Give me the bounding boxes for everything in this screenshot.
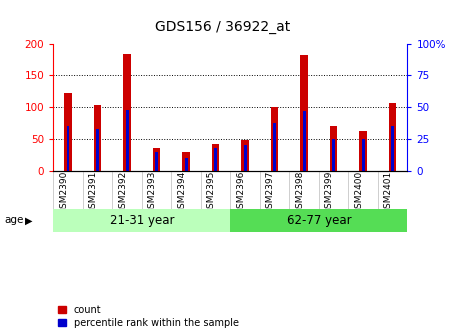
Bar	[64, 93, 72, 171]
Bar	[153, 148, 160, 171]
Text: GSM2392: GSM2392	[118, 171, 127, 214]
Bar	[362, 139, 365, 171]
Bar	[391, 126, 394, 171]
Bar	[359, 131, 367, 171]
Bar	[67, 126, 69, 171]
Bar	[231, 209, 407, 232]
Bar	[271, 107, 278, 171]
Text: GSM2395: GSM2395	[206, 171, 216, 214]
Text: GSM2398: GSM2398	[295, 171, 304, 214]
Bar	[300, 55, 308, 171]
Bar	[123, 54, 131, 171]
Text: GSM2390: GSM2390	[59, 171, 68, 214]
Bar	[332, 139, 335, 171]
Text: GSM2399: GSM2399	[325, 171, 334, 214]
Bar	[94, 106, 101, 171]
Text: ▶: ▶	[25, 215, 33, 225]
Bar	[96, 129, 99, 171]
Text: GDS156 / 36922_at: GDS156 / 36922_at	[155, 19, 290, 34]
Text: 62-77 year: 62-77 year	[287, 214, 351, 227]
Bar	[182, 153, 190, 171]
Bar	[125, 110, 129, 171]
Bar	[389, 103, 396, 171]
Text: 21-31 year: 21-31 year	[110, 214, 174, 227]
Legend: count, percentile rank within the sample: count, percentile rank within the sample	[58, 305, 238, 328]
Bar	[185, 158, 188, 171]
Bar	[53, 209, 231, 232]
Bar	[330, 126, 338, 171]
Bar	[244, 145, 247, 171]
Bar	[303, 111, 306, 171]
Text: GSM2396: GSM2396	[236, 171, 245, 214]
Bar	[241, 140, 249, 171]
Text: GSM2393: GSM2393	[148, 171, 156, 214]
Text: GSM2394: GSM2394	[177, 171, 186, 214]
Bar	[273, 123, 276, 171]
Bar	[214, 148, 217, 171]
Bar	[155, 152, 158, 171]
Bar	[212, 144, 219, 171]
Text: age: age	[5, 215, 24, 225]
Text: GSM2397: GSM2397	[266, 171, 275, 214]
Text: GSM2391: GSM2391	[88, 171, 98, 214]
Text: GSM2400: GSM2400	[354, 171, 363, 214]
Text: GSM2401: GSM2401	[384, 171, 393, 214]
